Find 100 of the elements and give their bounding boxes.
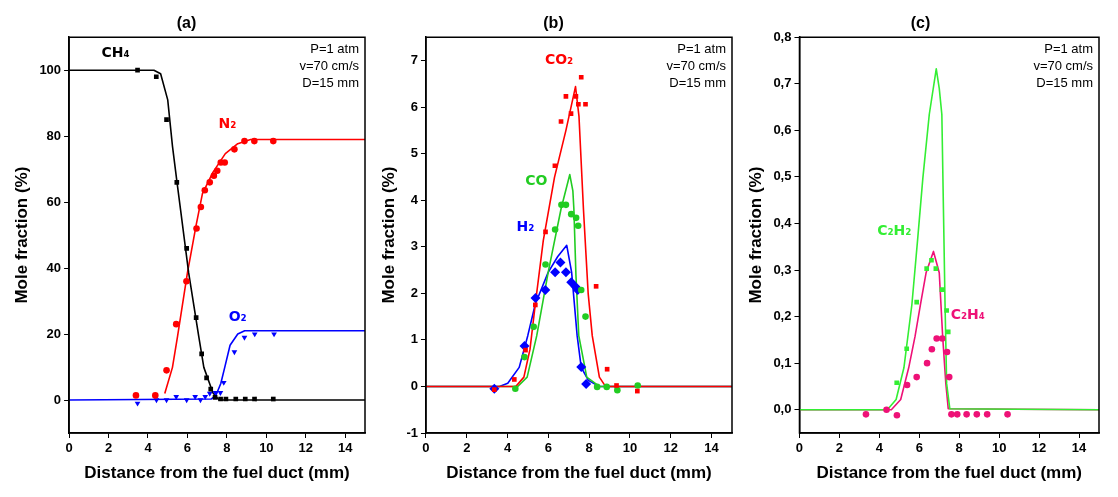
point [231, 350, 238, 356]
series-label: CO [525, 172, 548, 189]
x-tick-label: 6 [915, 440, 923, 456]
y-tick-label: 20 [46, 325, 62, 341]
point [576, 361, 587, 372]
x-tick-label: 12 [298, 440, 314, 456]
x-axis-title: Distance from the fuel duct (mm) [816, 463, 1082, 483]
x-tick-label: 8 [955, 440, 963, 456]
y-tick-label: 0 [410, 378, 418, 394]
series-label: O₂ [228, 307, 247, 324]
point [914, 299, 920, 305]
point [572, 214, 580, 222]
y-tick-label: 60 [46, 193, 62, 209]
point [221, 159, 229, 166]
y-tick-label: 0 [53, 391, 62, 407]
point [543, 229, 548, 235]
annotation: v=70 cm/s [666, 58, 727, 74]
point [944, 308, 949, 313]
y-tick-label: -1 [406, 424, 418, 440]
x-tick-label: 2 [835, 440, 844, 456]
point [904, 346, 910, 352]
x-tick-label: 10 [259, 440, 274, 456]
point [202, 395, 209, 401]
point [270, 396, 276, 402]
annotation: D=15 mm [302, 75, 359, 91]
x-tick-label: 14 [338, 440, 354, 456]
x-tick-label: 0 [65, 440, 73, 456]
point [563, 94, 569, 99]
point [635, 388, 640, 394]
point [192, 395, 199, 401]
point [983, 411, 991, 418]
point [893, 412, 901, 419]
x-tick-label: 0 [422, 440, 430, 456]
point [206, 391, 213, 397]
point [928, 345, 936, 353]
x-tick-label: 6 [544, 440, 552, 456]
point [938, 335, 946, 342]
annotation: P=1 atm [677, 41, 726, 57]
point [560, 267, 571, 278]
point [251, 137, 258, 145]
point [152, 392, 159, 399]
point [153, 398, 160, 404]
chart-title: (a) [176, 14, 197, 32]
y-tick-label: 2 [410, 284, 418, 300]
point [540, 285, 551, 296]
point [521, 353, 528, 361]
point [913, 373, 920, 381]
x-axis-title: Distance from the fuel duct (mm) [446, 463, 712, 483]
x-tick-label: 8 [585, 440, 593, 456]
point [1004, 411, 1011, 418]
point [945, 329, 951, 335]
annotation: P=1 atm [1044, 41, 1093, 57]
point [172, 320, 180, 328]
y-tick-label: 100 [39, 61, 62, 77]
x-tick-label: 0 [795, 440, 804, 456]
x-tick-label: 4 [144, 440, 153, 456]
series-label: C₂H₄ [950, 306, 985, 323]
point [252, 396, 257, 402]
y-tick-label: 7 [410, 52, 418, 68]
annotation: v=70 cm/s [1033, 58, 1094, 74]
point [552, 163, 558, 169]
point [204, 375, 209, 381]
point [551, 226, 559, 233]
point [241, 335, 248, 341]
point [933, 335, 940, 342]
y-axis-title: Mole fraction (%) [745, 166, 765, 304]
point [943, 348, 951, 356]
point [634, 382, 642, 389]
annotation: v=70 cm/s [299, 58, 360, 74]
y-tick-label: 40 [46, 259, 62, 275]
x-tick-label: 10 [622, 440, 638, 456]
point [583, 101, 588, 107]
point [213, 167, 221, 175]
y-tick-label: 1 [410, 331, 418, 347]
y-tick-label: 80 [46, 127, 62, 143]
x-tick-label: 12 [663, 440, 679, 456]
point [251, 332, 258, 338]
y-tick-label: 0,6 [773, 121, 792, 137]
point [271, 332, 277, 338]
point [217, 391, 224, 397]
point [220, 380, 227, 386]
point [212, 395, 218, 400]
y-tick-label: 4 [410, 191, 419, 207]
point [206, 179, 214, 186]
series-label: CH₄ [101, 43, 130, 60]
point [568, 111, 574, 116]
y-tick-label: 0,3 [773, 261, 792, 277]
point [164, 117, 169, 122]
y-axis-title: Mole fraction (%) [11, 166, 31, 304]
point [581, 379, 592, 390]
point [233, 396, 239, 402]
point [512, 385, 519, 393]
y-tick-label: 6 [410, 98, 418, 114]
x-tick-label: 2 [104, 440, 113, 456]
point [210, 172, 218, 180]
point [550, 267, 561, 278]
point [163, 398, 170, 404]
point [945, 373, 953, 381]
chart-title: (b) [543, 14, 564, 32]
series-label: N₂ [218, 114, 237, 131]
